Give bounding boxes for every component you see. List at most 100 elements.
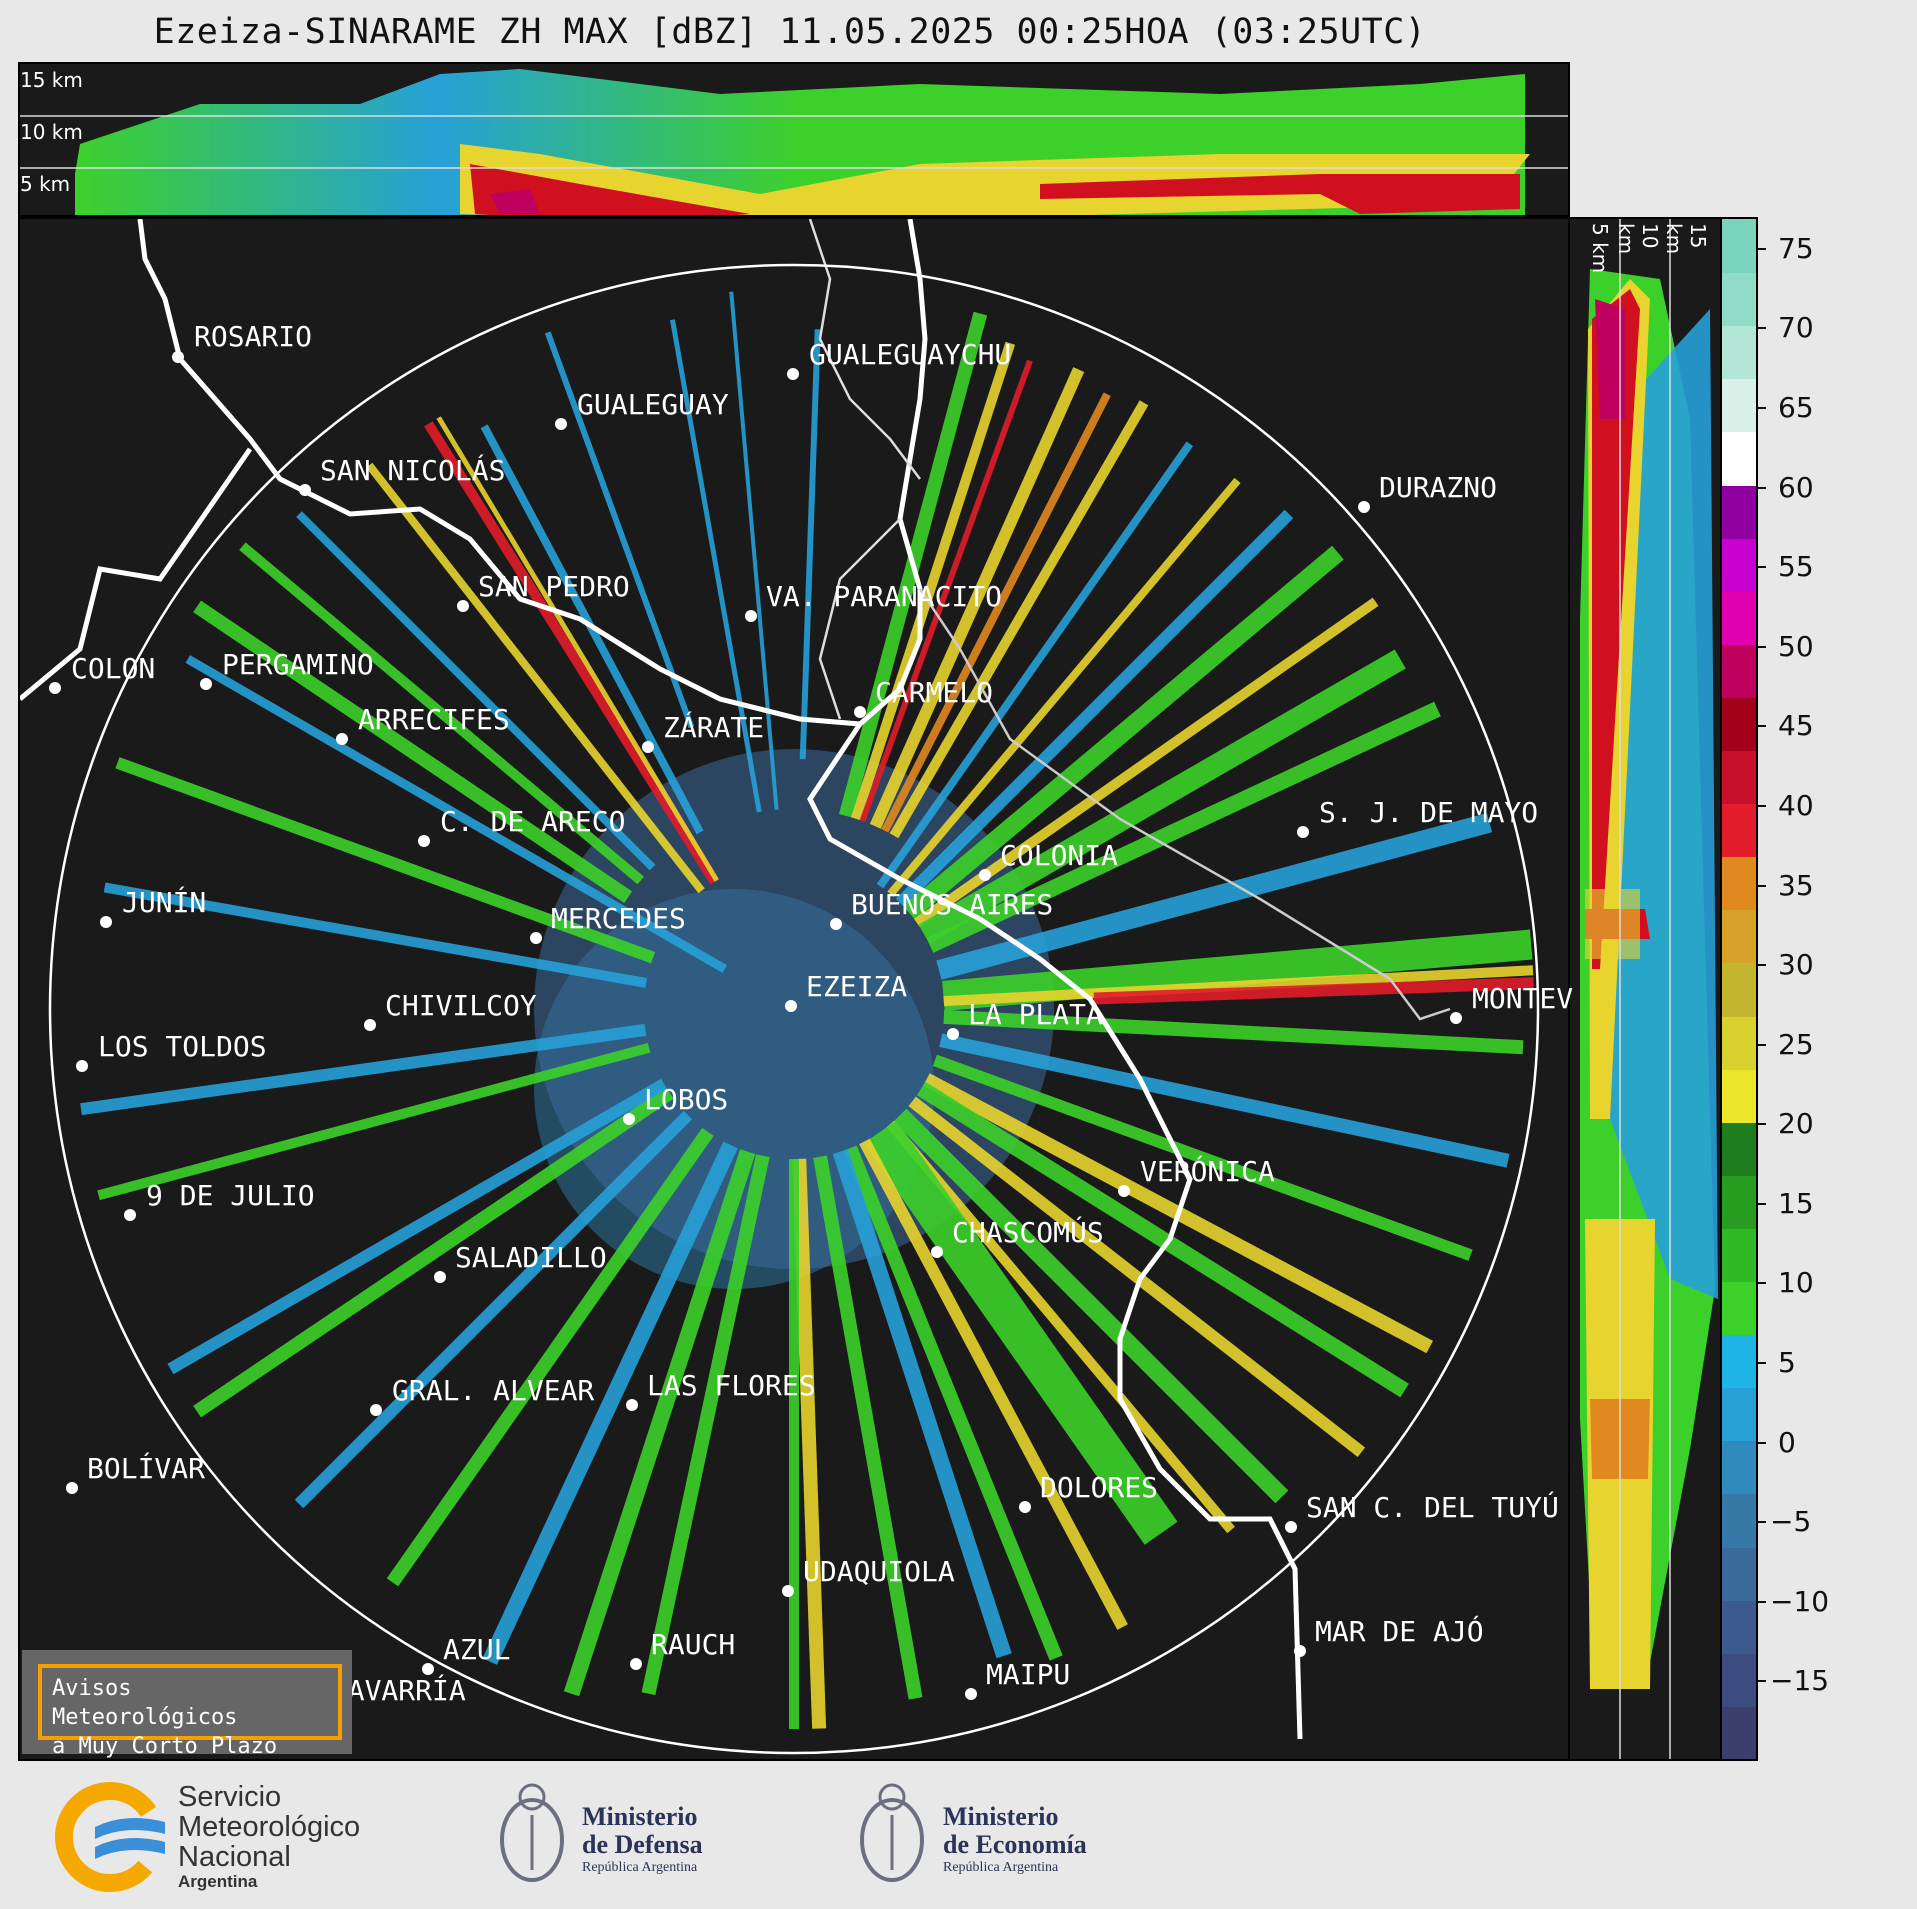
city-label: GUALEGUAYCHU [809, 338, 1012, 371]
top-echo-red-left [470, 164, 750, 215]
radar-map [18, 217, 1570, 1761]
reflectivity-ray [843, 1145, 1063, 1661]
city-marker [931, 1246, 943, 1258]
city-label: CHIVILCOY [385, 989, 537, 1022]
colorbar [1720, 217, 1758, 1761]
city-label: C. DE ARECO [440, 805, 626, 838]
city-marker [76, 1060, 88, 1072]
city-marker [630, 1658, 642, 1670]
colorbar-segment [1722, 325, 1756, 380]
reflectivity-ray [863, 1120, 1178, 1545]
reflectivity-ray [908, 1096, 1366, 1458]
colorbar-tick-mark [1758, 1600, 1766, 1603]
reflectivity-ray [916, 1081, 1409, 1398]
top-panel-svg [20, 69, 1568, 215]
reflectivity-ray [1093, 977, 1534, 1005]
city-label: VERÓNICA [1140, 1155, 1275, 1188]
smn-line-3: Nacional [178, 1841, 291, 1873]
reflectivity-ray [943, 965, 1534, 1007]
reflectivity-ray [103, 882, 648, 988]
uruguay-coast [918, 588, 1451, 1021]
reflectivity-ray [869, 367, 1085, 829]
colorbar-tick-label: 30 [1778, 948, 1814, 982]
city-marker [785, 1000, 797, 1012]
city-label: SAN PEDRO [478, 570, 630, 603]
reflectivity-ray [887, 477, 1241, 897]
city-marker [1294, 1645, 1306, 1657]
smn-logo-icon [55, 1782, 165, 1892]
radar-map-svg [20, 219, 1540, 1755]
defensa-logo-text: Ministerio de Defensa República Argentin… [582, 1803, 703, 1877]
colorbar-segment [1722, 1546, 1756, 1601]
city-marker [787, 368, 799, 380]
city-marker [642, 741, 654, 753]
colorbar-segment [1722, 590, 1756, 645]
economia-line-1: Ministerio [943, 1802, 1059, 1831]
city-label: CHASCOMÚS [952, 1216, 1104, 1249]
colorbar-tick-label: 75 [1778, 231, 1814, 265]
colorbar-segment [1722, 962, 1756, 1017]
reflectivity-ray [296, 511, 656, 871]
reflectivity-ray [926, 701, 1441, 953]
colorbar-tick-label: 15 [1778, 1186, 1814, 1220]
city-marker [626, 1399, 638, 1411]
city-label: COLON [71, 652, 156, 685]
city-marker [830, 918, 842, 930]
reflectivity-ray [436, 416, 719, 882]
city-label: BUENOS AIRES [851, 888, 1054, 921]
city-label: LOBOS [644, 1083, 729, 1116]
reflectivity-ray [881, 392, 1111, 833]
reflectivity-ray [903, 545, 1344, 920]
reflectivity-ray [424, 421, 719, 885]
colorbar-segment [1722, 1493, 1756, 1548]
colorbar-segment [1722, 1705, 1756, 1759]
colorbar-tick-mark [1758, 1043, 1766, 1046]
reflectivity-ray [544, 331, 695, 729]
colorbar-tick-mark [1758, 1521, 1766, 1524]
reflectivity-ray [832, 1149, 1012, 1659]
side-height-panel: 5 km 10 km 15 km [1568, 217, 1722, 1761]
city-marker [1358, 501, 1370, 513]
colorbar-segment [1722, 272, 1756, 327]
colorbar-tick-mark [1758, 645, 1766, 648]
city-marker [200, 678, 212, 690]
warning-box[interactable]: Avisos Meteorológicos a Muy Corto Plazo [38, 1664, 342, 1759]
colorbar-segment [1722, 1387, 1756, 1442]
city-label: GUALEGUAY [577, 388, 729, 421]
city-label: MAIPU [986, 1658, 1071, 1691]
smn-logo-text: Servicio Meteorológico Nacional Argentin… [178, 1782, 360, 1892]
colorbar-tick-mark [1758, 1282, 1766, 1285]
city-label: SAN C. DEL TUYÚ [1306, 1491, 1559, 1524]
colorbar-segment [1722, 1440, 1756, 1495]
height-label-5km: 5 km [20, 172, 71, 196]
city-label: AZUL [443, 1633, 511, 1666]
city-marker [124, 1209, 136, 1221]
city-label: SAN NICOLÁS [320, 454, 506, 487]
reflectivity-ray [939, 1033, 1510, 1168]
city-marker [1450, 1012, 1462, 1024]
reflectivity-ray [97, 1042, 651, 1201]
colorbar-segment [1722, 1281, 1756, 1336]
city-marker [947, 1028, 959, 1040]
colorbar-tick-mark [1758, 1680, 1766, 1683]
city-marker [434, 1271, 446, 1283]
city-marker [623, 1113, 635, 1125]
city-label: JUNÍN [122, 886, 207, 919]
colorbar-segment [1722, 856, 1756, 911]
city-marker [299, 484, 311, 496]
river-coastline [20, 219, 928, 727]
side-height-label-10km: 10 km [1614, 223, 1662, 255]
reflectivity-ray [918, 649, 1406, 944]
city-label: ARRECIFES [358, 703, 510, 736]
top-echo-magenta [490, 189, 540, 214]
city-marker [66, 1482, 78, 1494]
colorbar-tick-mark [1758, 884, 1766, 887]
side-height-label-15km: 15 km [1662, 223, 1710, 255]
city-marker [172, 351, 184, 363]
reflectivity-ray [895, 509, 1294, 908]
top-echo-red-right [1040, 174, 1520, 214]
city-marker [1297, 826, 1309, 838]
city-label: GRAL. ALVEAR [392, 1374, 595, 1407]
city-label: VA. PARANACITO [766, 580, 1003, 613]
defensa-line-3: República Argentina [582, 1860, 698, 1875]
